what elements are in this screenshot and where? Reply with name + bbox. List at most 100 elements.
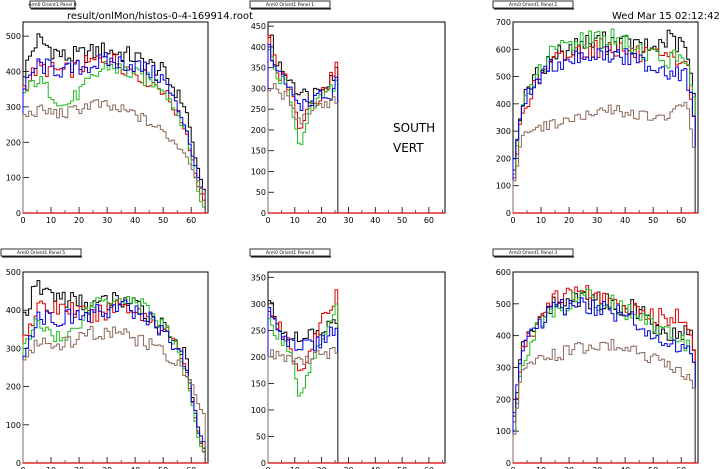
x-tick-label: 50 bbox=[397, 466, 407, 469]
y-tick-label: 0 bbox=[506, 459, 511, 468]
y-tick-label: 150 bbox=[251, 379, 266, 388]
histogram-series-green bbox=[267, 303, 339, 463]
panel-title-box bbox=[249, 0, 331, 9]
y-tick-label: 400 bbox=[251, 43, 266, 52]
y-tick-label: 400 bbox=[496, 100, 511, 109]
y-tick-label: 700 bbox=[496, 18, 511, 27]
histogram-series-brown bbox=[22, 99, 206, 213]
y-tick-label: 400 bbox=[6, 68, 21, 77]
histogram-series-red bbox=[512, 285, 696, 463]
x-tick-label: 60 bbox=[676, 466, 686, 469]
histogram-series-green bbox=[267, 49, 339, 213]
panel-title-text: Arm0 Orient1 Panel 5 bbox=[17, 250, 65, 256]
y-tick-label: 350 bbox=[251, 64, 266, 73]
x-tick-label: 10 bbox=[46, 216, 56, 225]
panel-title-box bbox=[249, 248, 331, 257]
x-tick-label: 30 bbox=[592, 466, 602, 469]
x-tick-label: 60 bbox=[424, 466, 434, 469]
x-tick-label: 20 bbox=[317, 216, 327, 225]
y-tick-label: 200 bbox=[496, 154, 511, 163]
histogram-series-brown bbox=[267, 346, 339, 463]
panel-title-4: Arm0 Orient1 Panel 4 bbox=[249, 248, 331, 258]
x-tick-label: 40 bbox=[130, 466, 140, 469]
histogram-panel-1: Arm0 Orient1 Panel 1 0 10 20 30 40 50 60 0 50 100 1… bbox=[249, 0, 446, 225]
x-tick-label: 60 bbox=[186, 216, 196, 225]
x-tick-label: 30 bbox=[343, 466, 353, 469]
y-tick-label: 0 bbox=[261, 209, 266, 218]
panel-title-box bbox=[492, 0, 574, 9]
histogram-series-brown bbox=[22, 325, 206, 463]
x-tick-label: 60 bbox=[676, 216, 686, 225]
histogram-panel-3: Arm0 Orient1 Panel 5 0 10 20 30 40 50 60 0 100 200… bbox=[0, 248, 209, 469]
y-tick-label: 300 bbox=[251, 84, 266, 93]
histogram-panel-5: Arm0 Orient1 Panel 301020304050600100200… bbox=[492, 248, 699, 469]
histogram-series-brown bbox=[512, 101, 696, 213]
y-tick-label: 100 bbox=[251, 406, 266, 415]
x-tick-label: 30 bbox=[592, 216, 602, 225]
histogram-series-blue bbox=[267, 307, 339, 463]
histogram-series-black bbox=[22, 280, 206, 463]
panel-title-1: Arm0 Orient1 Panel 1 bbox=[249, 0, 331, 10]
x-tick-label: 40 bbox=[130, 216, 140, 225]
x-tick-label: 20 bbox=[74, 466, 84, 469]
y-tick-label: 400 bbox=[6, 306, 21, 315]
y-tick-label: 100 bbox=[6, 421, 21, 430]
file-path-header: result/onlMon/histos-0-4-169914.root bbox=[67, 11, 253, 22]
y-tick-label: 350 bbox=[251, 273, 266, 282]
y-tick-label: 0 bbox=[506, 209, 511, 218]
y-tick-label: 100 bbox=[496, 427, 511, 436]
panel-title-text: Arm0 Orient1 Panel 0 bbox=[28, 2, 76, 8]
y-tick-label: 500 bbox=[496, 300, 511, 309]
y-tick-label: 0 bbox=[16, 459, 21, 468]
y-tick-label: 100 bbox=[6, 174, 21, 183]
x-tick-label: 50 bbox=[397, 216, 407, 225]
histogram-series-brown bbox=[267, 83, 339, 213]
histogram-series-black bbox=[512, 29, 696, 213]
x-tick-label: 10 bbox=[290, 216, 300, 225]
histogram-series-green bbox=[22, 61, 206, 213]
x-tick-label: 0 bbox=[510, 216, 515, 225]
x-tick-label: 40 bbox=[620, 466, 630, 469]
y-tick-label: 300 bbox=[496, 127, 511, 136]
panel-title-text: Arm0 Orient1 Panel 3 bbox=[509, 250, 557, 256]
panel-title-2: Arm0 Orient1 Panel 2 bbox=[492, 0, 574, 10]
x-tick-label: 50 bbox=[158, 466, 168, 469]
y-tick-label: 500 bbox=[6, 32, 21, 41]
x-tick-label: 40 bbox=[370, 216, 380, 225]
histogram-series-blue bbox=[512, 297, 696, 463]
x-tick-label: 30 bbox=[343, 216, 353, 225]
x-tick-label: 0 bbox=[20, 216, 25, 225]
x-tick-label: 0 bbox=[20, 466, 25, 469]
x-tick-label: 20 bbox=[74, 216, 84, 225]
x-tick-label: 40 bbox=[620, 216, 630, 225]
x-tick-label: 30 bbox=[102, 466, 112, 469]
histogram-series-blue bbox=[22, 299, 206, 463]
y-tick-label: 300 bbox=[251, 300, 266, 309]
panel-title-text: Arm0 Orient1 Panel 2 bbox=[509, 2, 557, 8]
histogram-series-black bbox=[267, 34, 339, 213]
y-tick-label: 200 bbox=[251, 353, 266, 362]
panel-title-text: Arm0 Orient1 Panel 4 bbox=[266, 250, 314, 256]
histogram-series-blue bbox=[512, 46, 696, 213]
panel-title-5: Arm0 Orient1 Panel 3 bbox=[492, 248, 574, 258]
y-tick-label: 600 bbox=[496, 268, 511, 277]
histogram-series-green bbox=[512, 288, 696, 463]
x-tick-label: 10 bbox=[290, 466, 300, 469]
y-tick-label: 0 bbox=[261, 459, 266, 468]
panel-title-text: Arm0 Orient1 Panel 1 bbox=[266, 2, 314, 8]
x-tick-label: 50 bbox=[158, 216, 168, 225]
x-tick-label: 50 bbox=[648, 216, 658, 225]
histogram-series-black bbox=[512, 291, 696, 463]
y-tick-label: 300 bbox=[496, 364, 511, 373]
y-tick-label: 500 bbox=[496, 73, 511, 82]
y-tick-label: 0 bbox=[16, 209, 21, 218]
y-tick-label: 300 bbox=[6, 344, 21, 353]
panel-title-box bbox=[492, 248, 574, 257]
x-tick-label: 10 bbox=[46, 466, 56, 469]
y-tick-label: 100 bbox=[496, 182, 511, 191]
x-tick-label: 10 bbox=[536, 216, 546, 225]
x-tick-label: 0 bbox=[265, 466, 270, 469]
y-tick-label: 200 bbox=[6, 383, 21, 392]
y-tick-label: 500 bbox=[6, 268, 21, 277]
